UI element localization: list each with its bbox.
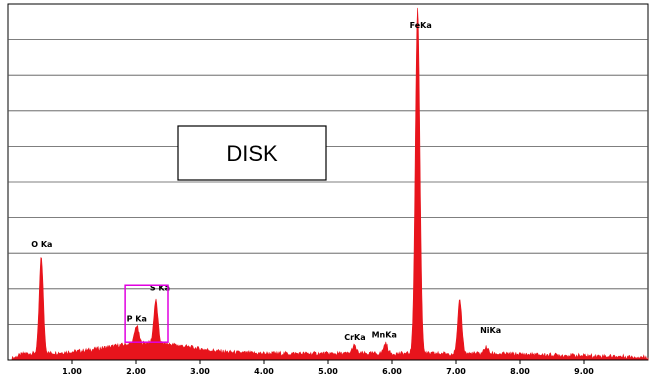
peak-label: FeKa [410,21,432,30]
x-axis-ticks: 1.00 2.00 3.00 4.00 5.00 6.00 7.00 8.00 9.00 [62,360,594,376]
x-tick-label: 5.00 [318,367,338,376]
peak-label: MnKa [372,331,397,340]
x-tick-label: 9.00 [574,367,594,376]
peak-label: CrKa [344,333,365,342]
label-box-text: DISK [226,141,278,166]
peak-label: P Ka [127,315,147,324]
label-box: DISK [177,125,327,181]
x-tick-label: 3.00 [190,367,210,376]
peak-label: S Ka [150,283,170,292]
x-tick-label: 1.00 [62,367,82,376]
peak-label: NiKa [480,326,501,335]
x-tick-label: 7.00 [446,367,466,376]
x-tick-label: 2.00 [126,367,146,376]
spectrum-area [11,7,649,361]
x-tick-label: 6.00 [382,367,402,376]
peak-labels: O Ka P Ka S Ka CrKa MnKa FeKa NiKa [31,21,501,342]
peak-label: O Ka [31,240,52,249]
highlight-box [124,284,169,343]
x-tick-label: 4.00 [254,367,274,376]
x-tick-label: 8.00 [510,367,530,376]
grid-lines [8,39,648,325]
